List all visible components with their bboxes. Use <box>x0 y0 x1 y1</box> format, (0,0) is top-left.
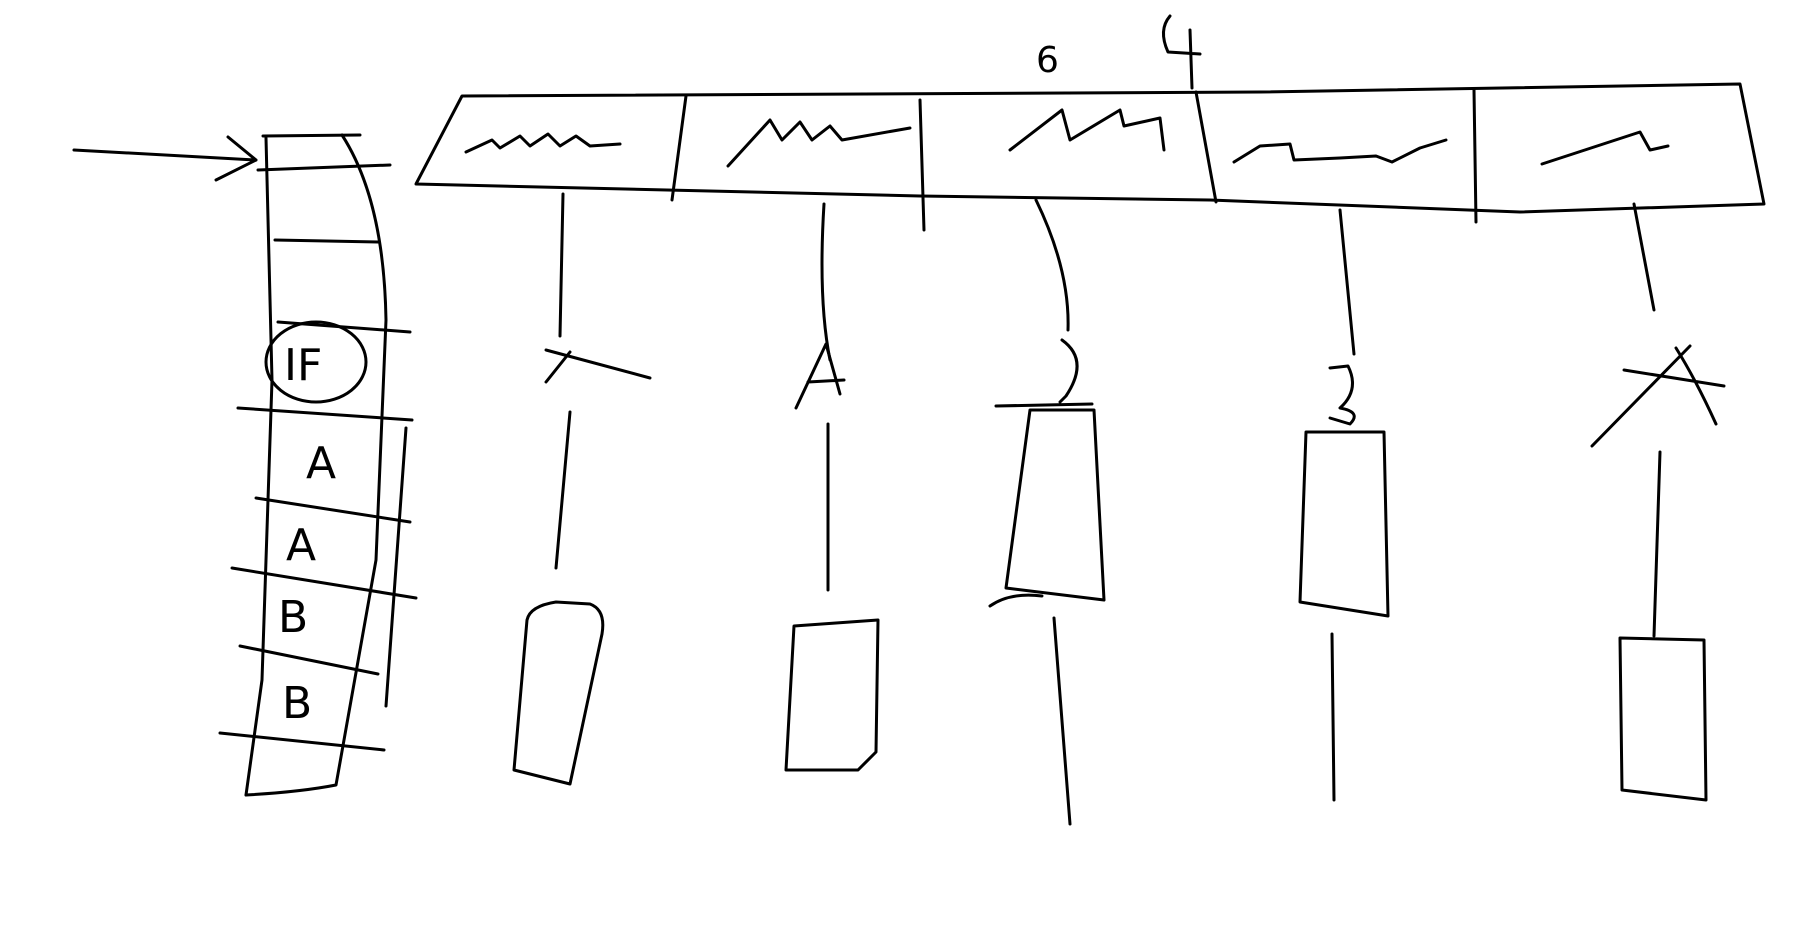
queue-column <box>218 133 418 797</box>
queue-cell-3: B <box>278 592 308 643</box>
queue-cell-4: B <box>282 678 312 729</box>
stage-box-5 <box>1618 636 1708 802</box>
stage-column-4 <box>1298 208 1390 802</box>
queue-highlight-circle <box>264 320 368 404</box>
input-arrow <box>72 135 258 182</box>
stage-wave-3 <box>1008 108 1166 152</box>
stage-bar <box>414 82 1766 232</box>
stage-box-2 <box>784 618 880 772</box>
queue-cell-1: A <box>306 438 336 489</box>
stage-5-mark <box>1590 344 1726 448</box>
stage-column-1 <box>512 192 652 786</box>
top-mark-left: 6 <box>1036 40 1059 81</box>
queue-cell-2: A <box>286 520 316 571</box>
stage-wave-4 <box>1232 138 1448 164</box>
stage-column-5 <box>1590 202 1726 802</box>
stage-column-3 <box>988 198 1106 826</box>
queue-cell-0: IF <box>284 340 322 391</box>
stage-wave-1 <box>464 132 622 154</box>
stage-1-mark <box>544 348 652 384</box>
stage-box-1 <box>512 600 605 786</box>
stage-wave-5 <box>1540 130 1670 166</box>
stage-column-2 <box>784 202 880 772</box>
stage-2-mark <box>794 342 846 410</box>
stage-3-mark <box>994 338 1094 408</box>
top-mark-right-stroke <box>1162 14 1202 90</box>
stage-4-mark <box>1328 364 1356 426</box>
stage-box-3 <box>1004 408 1106 602</box>
stage-box-4 <box>1298 430 1390 618</box>
stage-wave-2 <box>726 118 912 168</box>
